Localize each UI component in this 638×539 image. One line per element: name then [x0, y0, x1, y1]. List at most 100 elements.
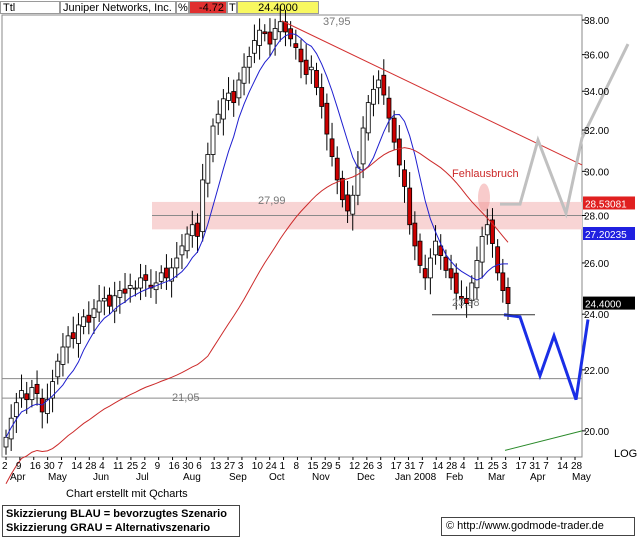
- candlesticks: [3, 5, 511, 455]
- legend-gray-scenario: Skizzierung GRAU = Alternativszenario: [6, 522, 211, 534]
- candle-body: [70, 332, 76, 340]
- candle-body: [91, 308, 97, 318]
- annotation-label: Fehlausbruch: [452, 168, 519, 180]
- candle-body: [469, 282, 475, 301]
- candle-body: [464, 297, 469, 304]
- x-month-label: Nov: [312, 472, 330, 483]
- x-day-label: 31: [404, 461, 416, 472]
- candle-body: [184, 233, 190, 252]
- price-label-text: 27.20235: [585, 230, 627, 241]
- candle-body: [215, 113, 221, 124]
- x-day-label: 7: [543, 461, 549, 472]
- x-month-label: Jun: [93, 472, 109, 483]
- percent-change: -4.72: [198, 2, 224, 14]
- price-label-text: 28.53081: [585, 199, 627, 210]
- candle-body: [303, 59, 309, 75]
- x-day-label: 3: [238, 461, 244, 472]
- x-day-label: 30: [44, 461, 56, 472]
- x-day-label: 16: [30, 461, 42, 472]
- candle-body: [81, 316, 87, 327]
- candle-body: [438, 245, 444, 256]
- candle-body: [164, 267, 169, 279]
- annotation-label: 37,95: [323, 16, 351, 28]
- candle-body: [272, 28, 278, 40]
- candle-body: [376, 79, 382, 89]
- candle-body: [407, 187, 413, 226]
- company-name-cell: Juniper Networks, Inc.: [60, 1, 176, 14]
- downtrend-line: [281, 20, 583, 166]
- false-breakout-marker: [478, 183, 490, 212]
- candle-body: [422, 268, 428, 279]
- chart-header: Ttl Juniper Networks, Inc. % -4.72 T 24.…: [0, 0, 582, 15]
- candle-body: [417, 240, 423, 266]
- candle-body: [334, 157, 340, 181]
- x-day-label: 17: [391, 461, 403, 472]
- candle-body: [179, 245, 185, 256]
- x-month-label: Dec: [357, 472, 375, 483]
- candle-body: [448, 268, 454, 279]
- candle-body: [500, 272, 506, 292]
- legend-blue-scenario: Skizzierung BLAU = bevorzugtes Szenario: [6, 508, 227, 520]
- x-day-label: 9: [16, 461, 22, 472]
- candle-body: [29, 387, 35, 401]
- x-month-label: Apr: [530, 472, 546, 483]
- candle-body: [505, 287, 511, 304]
- plot-frame: [1, 14, 583, 458]
- website-link[interactable]: © http://www.godmode-trader.de: [441, 517, 635, 536]
- candle-body: [34, 383, 40, 394]
- x-day-label: 30: [182, 461, 194, 472]
- candle-body: [298, 48, 304, 63]
- green-line: [504, 430, 583, 451]
- candle-body: [127, 285, 133, 289]
- x-day-label: 3: [377, 461, 383, 472]
- candle-body: [65, 335, 71, 348]
- candle-body: [490, 219, 495, 244]
- x-month-label: May: [572, 472, 591, 483]
- y-tick-label: 32.00: [584, 126, 609, 137]
- candle-body: [169, 267, 175, 282]
- candle-body: [241, 66, 247, 84]
- x-day-label: 31: [529, 461, 541, 472]
- price-label-bg: [583, 196, 635, 210]
- candle-body: [381, 74, 387, 96]
- x-day-label: 14: [432, 461, 444, 472]
- symbol-text: Ttl: [3, 2, 16, 14]
- candle-body: [262, 31, 268, 35]
- x-month-label: Apr: [10, 472, 26, 483]
- candle-body: [474, 260, 480, 289]
- candle-body: [189, 224, 195, 237]
- y-tick-label: 34.00: [584, 87, 609, 98]
- symbol-cell: Ttl: [0, 1, 60, 14]
- percent-symbol: %: [178, 2, 188, 14]
- x-day-label: 17: [515, 461, 527, 472]
- x-day-label: 28: [571, 461, 583, 472]
- candle-body: [252, 40, 257, 54]
- candle-body: [433, 240, 438, 256]
- y-tick-label: 36.00: [584, 51, 609, 62]
- x-day-label: 8: [293, 461, 299, 472]
- x-day-label: 9: [155, 461, 161, 472]
- candle-body: [236, 79, 242, 99]
- x-day-label: 11: [474, 461, 485, 472]
- candle-body: [427, 257, 433, 279]
- price-label-text: 24.4000: [585, 300, 622, 311]
- x-day-label: 13: [210, 461, 222, 472]
- candle-body: [205, 154, 211, 184]
- scenario-blue-path: [503, 313, 590, 401]
- moving-averages: [5, 20, 583, 484]
- x-month-label: May: [48, 472, 67, 483]
- x-month-label: Oct: [269, 472, 285, 483]
- x-month-label: Jul: [136, 472, 149, 483]
- candle-body: [329, 138, 335, 157]
- candle-body: [246, 56, 252, 68]
- candle-body: [158, 272, 164, 282]
- x-day-label: 11: [113, 461, 124, 472]
- candle-body: [24, 393, 30, 401]
- axes: 20.00 22.00 24.00 26.00 28.00 30.00 32.00 34.00…: [2, 16, 635, 483]
- candle-body: [45, 399, 50, 414]
- t-symbol: T: [229, 2, 236, 14]
- scenario-legend: Skizzierung BLAU = bevorzugtes Szenario …: [2, 505, 240, 537]
- candle-body: [453, 272, 459, 294]
- chart-credit: Chart erstellt mit Qcharts: [66, 488, 188, 500]
- x-day-label: 6: [196, 461, 202, 472]
